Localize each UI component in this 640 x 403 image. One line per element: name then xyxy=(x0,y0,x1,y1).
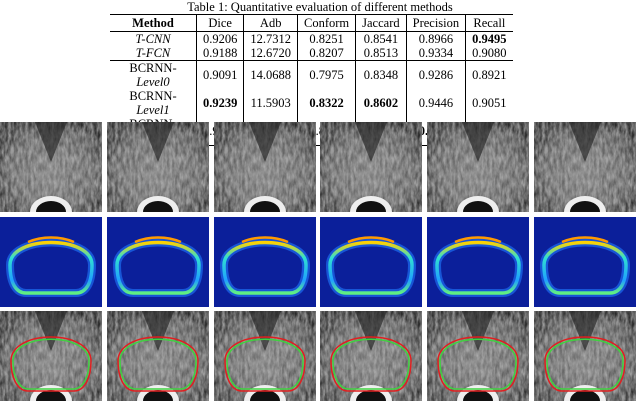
header-cell: Method xyxy=(110,14,197,32)
value-cell: 0.9091 xyxy=(195,60,244,89)
value-cell: 0.8921 xyxy=(465,60,513,89)
value-cell: 12.7312 xyxy=(243,31,298,46)
method-variant: T-CNN xyxy=(135,32,171,46)
boundary-heatmap xyxy=(320,217,422,307)
row-segmentation xyxy=(0,311,636,401)
row-ultrasound xyxy=(0,122,636,212)
boundary-heatmap xyxy=(107,217,209,307)
method-cell: BCRNN-Level1 xyxy=(110,89,197,117)
value-cell: 0.8541 xyxy=(355,31,407,46)
ultrasound-image xyxy=(320,122,422,212)
value-cell: 0.9334 xyxy=(405,46,466,61)
value-cell: 0.8348 xyxy=(355,60,407,89)
table-row: T-FCN 0.9188 12.6720 0.8207 0.8513 0.9334 0.90… xyxy=(110,46,513,61)
segmentation-overlay xyxy=(0,311,102,401)
value-cell: 0.9188 xyxy=(195,46,244,61)
header-cell: Recall xyxy=(465,14,513,32)
segmentation-overlay xyxy=(534,311,636,401)
method-variant: Level0 xyxy=(136,75,170,89)
segmentation-overlay xyxy=(107,311,209,401)
value-cell: 11.5903 xyxy=(243,89,298,117)
value-cell: 0.9239 xyxy=(195,89,244,117)
value-cell: 0.9446 xyxy=(405,89,466,117)
value-cell: 0.9051 xyxy=(465,89,513,117)
method-variant: T-FCN xyxy=(135,46,171,60)
value-cell: 0.8602 xyxy=(355,89,407,117)
method-cell: T-CNN xyxy=(110,32,197,46)
ultrasound-image xyxy=(107,122,209,212)
table-row: T-CNN 0.9206 12.7312 0.8251 0.8541 0.8966 0.94… xyxy=(110,31,513,46)
method-variant: Level1 xyxy=(136,103,170,117)
image-grid xyxy=(0,118,640,403)
row-heatmap xyxy=(0,217,636,307)
segmentation-overlay xyxy=(427,311,529,401)
value-cell: 0.8322 xyxy=(296,89,356,117)
value-cell: 0.8207 xyxy=(296,46,356,61)
ultrasound-image xyxy=(534,122,636,212)
table-row: BCRNN-Level0 0.9091 14.0688 0.7975 0.8348 0.9… xyxy=(110,60,513,89)
ultrasound-image xyxy=(214,122,316,212)
segmentation-overlay xyxy=(214,311,316,401)
table-row: BCRNN-Level1 0.9239 11.5903 0.8322 0.8602 0.9… xyxy=(110,89,513,117)
boundary-heatmap xyxy=(427,217,529,307)
value-cell: 0.9080 xyxy=(465,46,513,61)
value-cell: 12.6720 xyxy=(243,46,298,61)
boundary-heatmap xyxy=(0,217,102,307)
value-cell: 14.0688 xyxy=(243,60,298,89)
table-caption: Table 1: Quantitative evaluation of diff… xyxy=(187,0,453,14)
header-cell: Conform xyxy=(296,14,356,32)
value-cell: 0.9206 xyxy=(195,31,244,46)
boundary-heatmap xyxy=(214,217,316,307)
method-name: BCRNN- xyxy=(129,89,177,103)
value-cell: 0.9286 xyxy=(405,60,466,89)
segmentation-overlay xyxy=(320,311,422,401)
table-header: Method Dice Adb Conform Jaccard Precision Reca… xyxy=(110,14,513,32)
value-cell: 0.8513 xyxy=(355,46,407,61)
value-cell: 0.8251 xyxy=(296,31,356,46)
value-cell: 0.8966 xyxy=(405,31,466,46)
method-cell: T-FCN xyxy=(110,46,197,61)
value-cell: 0.7975 xyxy=(296,60,356,89)
header-cell: Adb xyxy=(243,14,298,32)
header-row: Method Dice Adb Conform Jaccard Precision Reca… xyxy=(110,14,513,32)
method-cell: BCRNN-Level0 xyxy=(110,61,197,89)
header-cell: Jaccard xyxy=(355,14,407,32)
header-cell: Dice xyxy=(195,14,244,32)
ultrasound-image xyxy=(0,122,102,212)
method-name: BCRNN- xyxy=(129,61,177,75)
value-cell: 0.9495 xyxy=(465,31,513,46)
header-cell: Precision xyxy=(405,14,466,32)
ultrasound-image xyxy=(427,122,529,212)
boundary-heatmap xyxy=(534,217,636,307)
